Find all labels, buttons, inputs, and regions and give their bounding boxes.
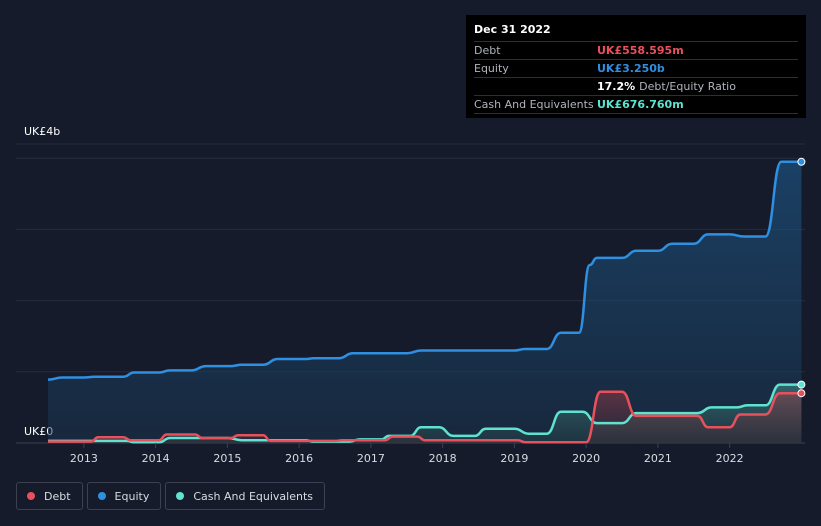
x-tick-label: 2022	[716, 452, 744, 465]
y-axis-bottom-label: UK£0	[24, 425, 53, 438]
tooltip-equity-value: UK£3.250b	[597, 62, 665, 75]
x-tick-label: 2013	[70, 452, 98, 465]
tooltip-debt-label: Debt	[474, 44, 501, 57]
x-tick-label: 2018	[429, 452, 457, 465]
chart-legend: Debt Equity Cash And Equivalents	[16, 482, 325, 510]
tooltip-row-debt: Debt UK£558.595m	[474, 41, 798, 59]
x-tick-label: 2016	[285, 452, 313, 465]
tooltip-row-cash: Cash And Equivalents UK£676.760m	[474, 95, 798, 114]
tooltip-ratio-text: Debt/Equity Ratio	[639, 80, 736, 93]
x-tick-label: 2017	[357, 452, 385, 465]
y-axis-top-label: UK£4b	[24, 125, 60, 138]
x-tick-label: 2021	[644, 452, 672, 465]
x-tick-label: 2020	[572, 452, 600, 465]
tooltip-row-equity: Equity UK£3.250b	[474, 59, 798, 77]
line-cash-and-equivalents	[48, 383, 802, 444]
endpoint-cash-and-equivalents	[797, 380, 806, 389]
tooltip-date: Dec 31 2022	[474, 23, 551, 36]
series-areas	[48, 161, 802, 444]
x-tick-label: 2014	[142, 452, 170, 465]
tooltip-cash-value: UK£676.760m	[597, 98, 684, 111]
tooltip-row-ratio: 17.2% Debt/Equity Ratio	[474, 77, 798, 95]
legend-item-equity[interactable]: Equity	[86, 482, 162, 510]
legend-dot-equity	[97, 492, 106, 500]
legend-dot-debt	[27, 492, 35, 500]
endpoint-equity	[797, 157, 806, 166]
legend-label-cash: Cash And Equivalents	[193, 489, 313, 503]
x-axis-ticks: 2013 2014 2015 2016 2017 2018 2019 2020 2021 2022	[70, 443, 744, 465]
x-tick-label: 2019	[500, 452, 528, 465]
endpoint-debt	[797, 389, 806, 398]
legend-item-cash[interactable]: Cash And Equivalents	[165, 482, 325, 510]
tooltip-debt-value: UK£558.595m	[597, 44, 684, 57]
legend-label-equity: Equity	[114, 489, 150, 503]
legend-dot-cash	[176, 492, 185, 500]
tooltip-ratio-value: 17.2%	[597, 80, 636, 93]
tooltip-cash-label: Cash And Equivalents	[474, 98, 594, 111]
line-equity	[47, 160, 802, 381]
x-tick-label: 2015	[213, 452, 241, 465]
tooltip-equity-label: Equity	[474, 62, 509, 75]
series-lines	[47, 160, 802, 444]
series-endpoints	[797, 157, 806, 398]
tooltip-panel: Dec 31 2022 Debt UK£558.595m Equity UK£3…	[466, 15, 806, 118]
area-debt	[48, 391, 802, 443]
area-equity	[48, 161, 802, 444]
line-debt	[48, 390, 802, 444]
legend-item-debt[interactable]: Debt	[16, 482, 83, 510]
legend-label-debt: Debt	[44, 489, 71, 503]
